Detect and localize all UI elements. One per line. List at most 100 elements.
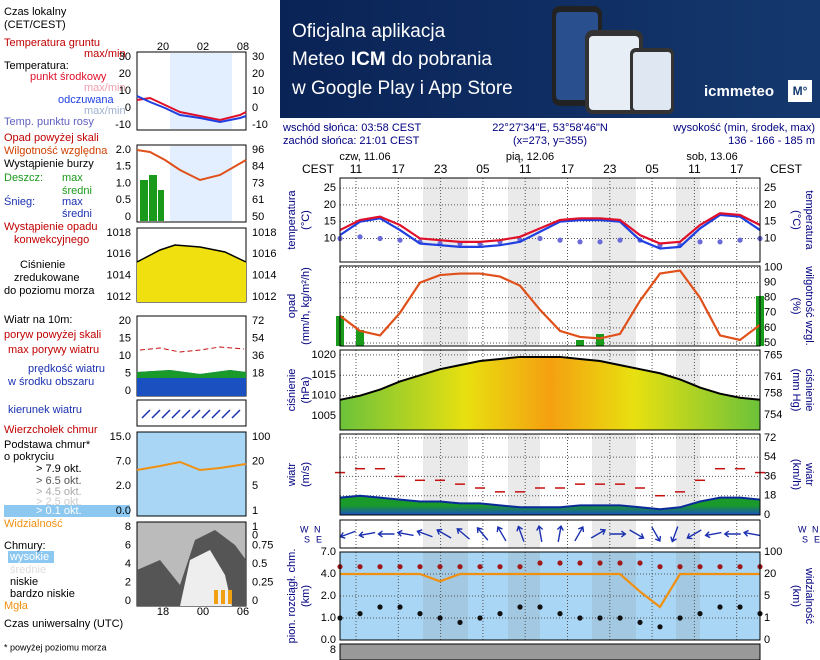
mini-area: [137, 370, 246, 378]
legend-label: średni: [62, 185, 92, 197]
series-dot: [397, 564, 403, 570]
wind-arrow: [556, 524, 564, 543]
mini-bar: [158, 190, 164, 221]
mini-tick-label: 1: [252, 505, 258, 517]
mini-tick-label: 54: [252, 332, 264, 344]
hour-label: 11: [519, 162, 532, 176]
y2-tick-label: 758: [764, 387, 782, 399]
night-band: [676, 178, 700, 262]
series-dot: [417, 611, 423, 617]
legend-label: > 7.9 okt.: [36, 463, 82, 475]
y2-tick-label: 765: [764, 349, 782, 361]
plot-bg: [340, 520, 760, 548]
mini-hour: 06: [237, 606, 249, 618]
legend-label: niskie: [10, 576, 38, 588]
axis-unit: (km/h): [790, 459, 802, 490]
banner-word: do pobrania: [392, 49, 493, 70]
axis-unit: (km): [300, 585, 312, 607]
y2-tick-label: 54: [764, 451, 776, 463]
series-dot: [417, 564, 423, 570]
series-dot: [617, 560, 623, 566]
series-dot: [537, 235, 543, 242]
day-label: pią, 12.06: [506, 151, 554, 163]
mini-tick-label: 8: [125, 521, 131, 533]
mini-tick-label: 30: [119, 51, 131, 63]
series-dot: [597, 239, 603, 245]
legend-label: bardzo niskie: [10, 588, 75, 600]
axis-title: wiatr: [286, 463, 298, 488]
series-bar: [596, 334, 604, 346]
series-dot: [437, 615, 443, 621]
legend-label: max: [62, 172, 83, 184]
banner[interactable]: [280, 0, 820, 118]
series-dot: [577, 560, 583, 566]
mini-tick-label: 96: [252, 144, 264, 156]
series-dot: [557, 560, 563, 566]
mini-tick-label: 1014: [252, 270, 276, 282]
banner-line: Oficjalna aplikacja: [292, 21, 446, 42]
hour-label: 11: [688, 162, 701, 176]
wind-arrow: [670, 526, 679, 543]
series-line: [339, 213, 761, 250]
legend-label: max porywy wiatru: [8, 344, 99, 356]
mini-area: [137, 245, 246, 302]
wind-arrow: [476, 526, 489, 541]
y-tick-label: 1010: [312, 390, 336, 402]
mini-tick-label: 4: [125, 558, 131, 570]
y2-tick-label: 0: [764, 634, 770, 646]
sunrise: wschód słońca: 03:58 CEST: [282, 122, 421, 134]
legend-label: > 0.1 okt.: [36, 505, 82, 517]
y-tick-label: 7.0: [321, 546, 336, 558]
wind-arrow: [377, 530, 395, 538]
timezone: CEST: [770, 162, 803, 176]
series-area: [340, 356, 760, 430]
axis-title: opad: [286, 294, 298, 318]
badge-text: M°: [793, 84, 808, 98]
mini-tick-label: 1018: [252, 227, 276, 239]
legend-label: Podstawa chmur*: [4, 439, 91, 451]
timezone: CEST: [302, 162, 335, 176]
hour-label: 17: [392, 162, 406, 176]
legend-label: max/min: [84, 48, 126, 60]
series-line: [339, 494, 761, 511]
y2-tick-label: 1: [764, 612, 770, 624]
plot-frame: [339, 433, 761, 516]
series-dot: [657, 624, 663, 630]
y2-tick-label: 80: [764, 292, 776, 304]
y2-tick-label: 90: [764, 277, 776, 289]
mini-tick-label: 20: [252, 456, 264, 468]
plot-bg: [340, 266, 760, 346]
series-dot: [597, 615, 603, 621]
night-band: [508, 266, 540, 346]
axis-unit: (mm/h, kg/m²/h): [300, 267, 312, 345]
mini-tick-label: 72: [252, 315, 264, 327]
y-tick-label: 1.0: [321, 612, 336, 624]
mini-line: [136, 460, 247, 472]
series-dot: [597, 560, 603, 566]
y2-tick-label: 5: [764, 590, 770, 602]
series-dot: [637, 560, 643, 566]
mini-tick-label: 0: [125, 385, 131, 397]
mini-tick-label: 1012: [252, 291, 276, 303]
mini-line: [136, 244, 247, 263]
legend-label: max/min: [84, 82, 126, 94]
heights: 136 - 166 - 185 m: [728, 135, 815, 147]
wind-arrow: [496, 526, 507, 542]
legend-label: kierunek wiatru: [8, 404, 82, 416]
series-dot: [737, 564, 743, 570]
banner-line: w Google Play i App Store: [291, 78, 513, 99]
legend-label: > 2.5 okt.: [36, 496, 82, 508]
wind-arrow: [723, 530, 741, 538]
mini-fog: [214, 590, 218, 604]
mini-tick-label: 1018: [107, 227, 131, 239]
legend-label: max/min: [84, 105, 126, 117]
axis-title: pion. rozciągł. chm.: [286, 549, 298, 644]
y2-tick-label: 10: [764, 232, 776, 244]
mini-tick-label: 1: [252, 521, 258, 533]
compass: N: [812, 524, 819, 534]
series-dot: [357, 234, 363, 240]
night-band: [676, 520, 700, 548]
y2-tick-label: 20: [764, 199, 776, 211]
wind-arrow: [590, 528, 607, 539]
